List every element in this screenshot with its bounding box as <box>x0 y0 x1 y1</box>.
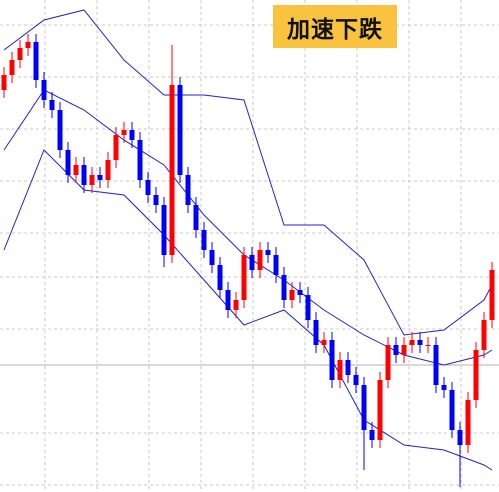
candle-body <box>33 42 39 80</box>
candle-body <box>209 250 215 265</box>
candle-body <box>481 320 487 350</box>
candle-body <box>57 110 63 150</box>
candle-body <box>137 140 143 180</box>
candle-body <box>449 390 455 430</box>
candle-body <box>345 360 351 375</box>
candle-body <box>217 265 223 290</box>
bollinger-band <box>3 9 493 336</box>
candle-body <box>185 175 191 205</box>
candle-body <box>193 205 199 230</box>
annotation: 加速下跌 <box>273 5 397 48</box>
candle-body <box>273 255 279 275</box>
candle-body <box>289 290 295 300</box>
candle-body <box>153 195 159 205</box>
candle-body <box>337 360 343 380</box>
candle-body <box>257 250 263 270</box>
candle-body <box>89 175 95 185</box>
candle-body <box>201 230 207 250</box>
candle-body <box>465 400 471 445</box>
candle-body <box>105 160 111 180</box>
candle-body <box>441 385 447 390</box>
candle-body <box>161 205 167 255</box>
candle-body <box>49 100 55 110</box>
bollinger-band <box>3 149 493 471</box>
candle-body <box>281 275 287 300</box>
candle-body <box>1 75 7 90</box>
candle-body <box>145 180 151 195</box>
candle-body <box>297 290 303 295</box>
candle-body <box>393 345 399 355</box>
candle-body <box>305 295 311 320</box>
candle-body <box>361 385 367 430</box>
candle-body <box>377 380 383 440</box>
candle-body <box>385 345 391 380</box>
candle-body <box>97 175 103 180</box>
candle-body <box>409 340 415 345</box>
candle-body <box>241 255 247 300</box>
candle-body <box>433 345 439 385</box>
candle-body <box>329 340 335 380</box>
candle-body <box>121 130 127 135</box>
candle-body <box>81 165 87 185</box>
candle-body <box>489 270 495 320</box>
candle-body <box>265 250 271 255</box>
candle-body <box>73 165 79 175</box>
candle-body <box>113 135 119 160</box>
candle-body <box>177 85 183 175</box>
candle-body <box>321 340 327 345</box>
candle-body <box>417 340 423 345</box>
candle-body <box>401 345 407 355</box>
candle-body <box>25 42 31 48</box>
candle-body <box>249 255 255 270</box>
candle-body <box>9 60 15 75</box>
candle-body <box>425 345 431 346</box>
candle-body <box>233 300 239 310</box>
candle-body <box>457 430 463 445</box>
candle-body <box>41 80 47 100</box>
candle-body <box>353 375 359 385</box>
candle-body <box>369 430 375 440</box>
candle-body <box>169 85 175 255</box>
candle-body <box>473 350 479 400</box>
candle-body <box>313 320 319 345</box>
candle-body <box>225 290 231 310</box>
candle-body <box>129 130 135 140</box>
candle-body <box>65 150 71 175</box>
candle-body <box>17 48 23 60</box>
